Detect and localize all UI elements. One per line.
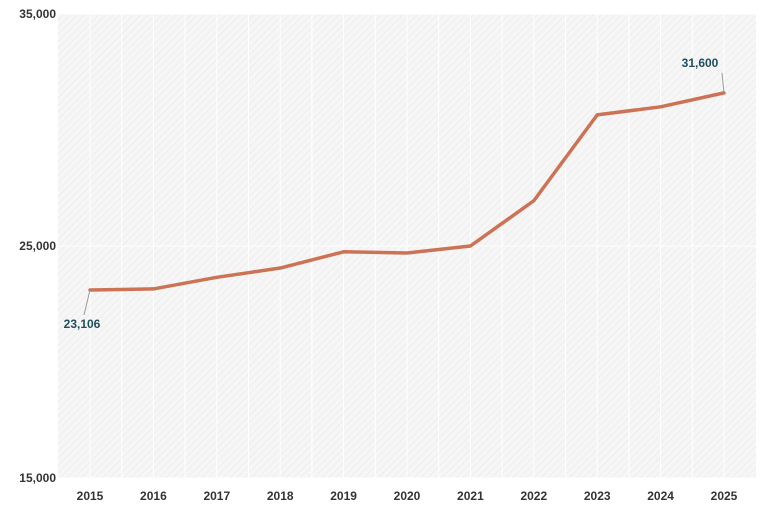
data-point (595, 113, 599, 117)
x-tick-label: 2019 (330, 489, 357, 503)
x-tick-label: 2020 (394, 489, 421, 503)
data-point (405, 251, 409, 255)
x-tick-label: 2016 (140, 489, 167, 503)
x-tick-label: 2021 (457, 489, 484, 503)
data-point (215, 275, 219, 279)
data-point (659, 105, 663, 109)
data-point (468, 244, 472, 248)
data-label: 23,106 (64, 317, 101, 331)
data-point (278, 266, 282, 270)
data-point (342, 250, 346, 254)
data-label: 31,600 (682, 56, 719, 70)
annotation-leader (721, 72, 725, 93)
x-tick-label: 2022 (520, 489, 547, 503)
y-tick-label: 25,000 (19, 239, 56, 253)
x-tick-label: 2023 (584, 489, 611, 503)
x-tick-label: 2025 (711, 489, 738, 503)
data-point (151, 287, 155, 291)
x-tick-label: 2015 (77, 489, 104, 503)
y-tick-label: 35,000 (19, 7, 56, 21)
annotation-leader (83, 289, 91, 316)
y-tick-label: 15,000 (19, 471, 56, 485)
x-tick-label: 2018 (267, 489, 294, 503)
x-tick-label: 2024 (647, 489, 674, 503)
x-tick-label: 2017 (203, 489, 230, 503)
data-point (532, 199, 536, 203)
